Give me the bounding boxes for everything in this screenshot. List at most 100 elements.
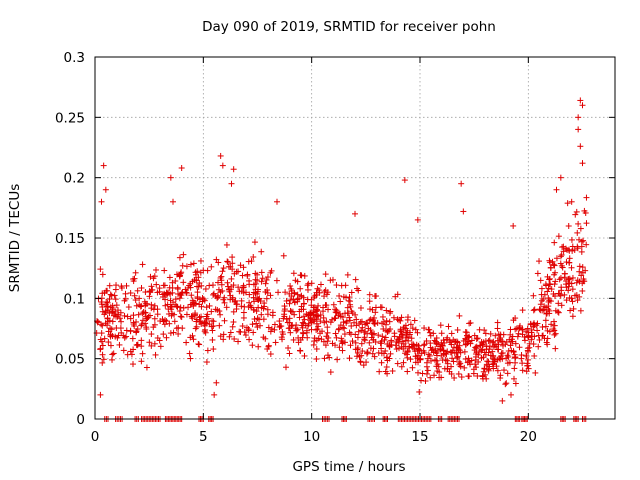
data-point bbox=[291, 311, 298, 318]
data-point bbox=[250, 306, 257, 313]
data-point bbox=[161, 267, 168, 274]
data-point bbox=[238, 303, 245, 310]
data-point bbox=[399, 332, 406, 339]
data-point bbox=[150, 275, 157, 282]
data-point bbox=[107, 331, 114, 338]
data-point bbox=[327, 369, 334, 376]
data-point bbox=[150, 324, 157, 331]
data-point bbox=[115, 332, 122, 339]
data-point bbox=[558, 262, 565, 269]
data-point bbox=[263, 295, 270, 302]
data-point bbox=[303, 327, 310, 334]
data-point bbox=[130, 346, 137, 353]
data-point bbox=[196, 279, 203, 286]
data-point bbox=[390, 314, 397, 321]
data-point bbox=[195, 340, 202, 347]
data-point bbox=[579, 102, 586, 109]
data-point bbox=[265, 324, 272, 331]
data-point bbox=[236, 328, 243, 335]
data-point bbox=[100, 162, 107, 169]
data-point bbox=[414, 329, 421, 336]
data-point bbox=[448, 330, 455, 337]
data-point bbox=[404, 314, 411, 321]
data-point bbox=[454, 339, 461, 346]
data-point bbox=[307, 315, 314, 322]
data-point bbox=[503, 380, 510, 387]
data-point bbox=[546, 310, 553, 317]
data-point bbox=[446, 337, 453, 344]
data-point bbox=[186, 350, 193, 357]
data-point bbox=[358, 352, 365, 359]
data-point bbox=[173, 303, 180, 310]
data-point bbox=[524, 345, 531, 352]
data-point bbox=[396, 317, 403, 324]
data-point bbox=[288, 285, 295, 292]
data-point bbox=[519, 367, 526, 374]
data-point bbox=[154, 306, 161, 313]
data-point bbox=[201, 297, 208, 304]
data-point bbox=[512, 359, 519, 366]
data-point bbox=[204, 311, 211, 318]
data-point bbox=[183, 311, 190, 318]
data-point bbox=[308, 319, 315, 326]
data-point bbox=[301, 316, 308, 323]
data-point bbox=[290, 270, 297, 277]
data-point bbox=[278, 334, 285, 341]
data-point bbox=[183, 339, 190, 346]
data-point bbox=[534, 270, 541, 277]
data-point bbox=[568, 264, 575, 271]
data-point bbox=[424, 367, 431, 374]
data-point bbox=[434, 368, 441, 375]
data-point bbox=[289, 322, 296, 329]
data-point bbox=[431, 372, 438, 379]
data-point bbox=[299, 324, 306, 331]
data-point bbox=[378, 340, 385, 347]
data-point bbox=[507, 342, 514, 349]
data-point bbox=[166, 284, 173, 291]
data-point bbox=[300, 320, 307, 327]
data-point bbox=[387, 308, 394, 315]
data-point bbox=[135, 311, 142, 318]
data-point bbox=[151, 340, 158, 347]
data-point bbox=[519, 360, 526, 367]
data-point bbox=[230, 166, 237, 173]
data-point bbox=[460, 208, 467, 215]
data-point bbox=[229, 266, 236, 273]
data-point bbox=[366, 298, 373, 305]
data-point bbox=[320, 314, 327, 321]
data-point bbox=[491, 358, 498, 365]
x-tick-label: 15 bbox=[411, 429, 428, 445]
data-point bbox=[444, 357, 451, 364]
data-point bbox=[458, 180, 465, 187]
data-point bbox=[252, 276, 259, 283]
data-point bbox=[97, 345, 104, 352]
data-point bbox=[490, 365, 497, 372]
data-point bbox=[498, 350, 505, 357]
data-point bbox=[313, 320, 320, 327]
data-point bbox=[254, 324, 261, 331]
data-point bbox=[201, 328, 208, 335]
data-point bbox=[182, 286, 189, 293]
data-point bbox=[136, 295, 143, 302]
data-point bbox=[277, 322, 284, 329]
data-point bbox=[394, 360, 401, 367]
data-point bbox=[322, 271, 329, 278]
data-point bbox=[163, 318, 170, 325]
data-point bbox=[353, 316, 360, 323]
data-point bbox=[160, 331, 167, 338]
data-point bbox=[288, 308, 295, 315]
data-point bbox=[550, 261, 557, 268]
data-point bbox=[580, 237, 587, 244]
data-point bbox=[245, 326, 252, 333]
data-point bbox=[107, 291, 114, 298]
data-point bbox=[357, 358, 364, 365]
data-point bbox=[347, 342, 354, 349]
data-point bbox=[221, 317, 228, 324]
data-point bbox=[472, 356, 479, 363]
data-point bbox=[227, 329, 234, 336]
data-point bbox=[465, 338, 472, 345]
data-point bbox=[99, 308, 106, 315]
data-point bbox=[556, 290, 563, 297]
data-point bbox=[351, 319, 358, 326]
data-point bbox=[532, 369, 539, 376]
